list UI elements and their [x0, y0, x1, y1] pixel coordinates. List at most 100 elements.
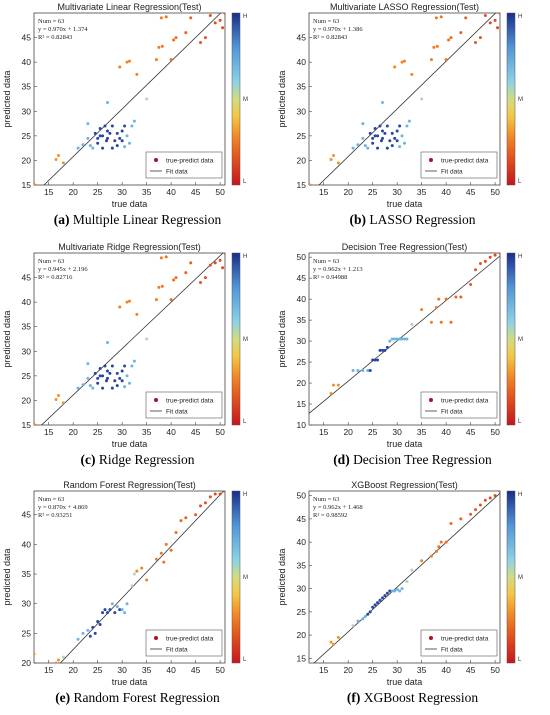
y-tick-label: 40 [22, 57, 32, 67]
data-point [407, 119, 411, 123]
data-point [93, 631, 97, 635]
data-point [174, 531, 178, 535]
data-point [86, 136, 90, 140]
data-point [54, 157, 58, 161]
y-tick-label: 20 [22, 395, 32, 405]
data-point [437, 297, 441, 301]
data-point [378, 124, 382, 128]
x-tick-label: 40 [441, 665, 451, 675]
data-point [135, 312, 139, 316]
chart-title: Multivariate Ridge Regression(Test) [58, 242, 201, 252]
data-point [189, 261, 193, 265]
x-tick-label: 50 [215, 187, 225, 197]
data-point [105, 376, 109, 380]
data-point [88, 144, 92, 148]
data-point [483, 259, 487, 263]
data-point [361, 122, 365, 126]
data-point [405, 337, 409, 341]
data-point [128, 141, 131, 145]
data-point [132, 359, 136, 363]
data-point [368, 610, 372, 614]
data-point [488, 496, 492, 500]
y-tick-label: 25 [297, 357, 307, 367]
y-tick-label: 40 [297, 537, 307, 547]
data-point [400, 60, 404, 64]
x-tick-label: 30 [392, 427, 402, 437]
data-point [380, 348, 384, 352]
y-tick-label: 15 [297, 653, 307, 663]
x-tick-label: 40 [166, 187, 176, 197]
data-point [105, 129, 109, 133]
data-point [172, 38, 176, 42]
data-point [101, 611, 105, 615]
x-tick-label: 50 [490, 187, 500, 197]
data-point [61, 401, 65, 405]
data-point [434, 306, 438, 310]
stat-annotation: R² = 0.82716 [38, 274, 73, 281]
data-point [361, 368, 365, 372]
chart-d: Decision Tree Regression(Test) 15 20 25 30 35… [277, 242, 523, 449]
fit-line [43, 13, 222, 185]
data-point [447, 38, 451, 42]
stat-annotation: R² = 0.82843 [313, 34, 347, 41]
data-point [393, 136, 397, 140]
caption-label-e: (e) [55, 690, 71, 705]
y-tick-label: 25 [297, 131, 307, 141]
data-point [164, 542, 168, 546]
x-tick-label: 40 [166, 665, 176, 675]
data-point [493, 494, 497, 498]
data-point [56, 154, 60, 158]
data-point [395, 139, 399, 143]
data-point [388, 139, 392, 143]
legend-item-fit: Fit data [166, 647, 188, 654]
data-point [118, 305, 122, 309]
data-point [420, 97, 424, 101]
data-point [128, 299, 131, 303]
panel-f: XGBoost Regression(Test) 15 20 25 30 35 40 45 50… [275, 478, 550, 715]
chart-f: XGBoost Regression(Test) 15 20 25 30 35 40 45 50… [277, 480, 523, 687]
panel-e: Random Forest Regression(Test) 15 20 25 30 35… [0, 478, 275, 715]
data-point [351, 624, 355, 628]
fit-line [309, 255, 500, 414]
data-point [130, 364, 134, 368]
data-point [91, 146, 95, 150]
colorbar-label: M [243, 337, 248, 343]
data-point [184, 516, 188, 520]
data-point [110, 602, 114, 606]
data-point [199, 40, 203, 44]
data-point [194, 513, 198, 517]
stat-annotation: y = 0.870x + 4.869 [38, 504, 88, 511]
x-tick-label: 20 [343, 665, 353, 675]
data-point [400, 134, 404, 138]
data-point [410, 568, 414, 572]
colorbar-label: L [243, 657, 247, 663]
stat-annotation: y = 0.970x + 1.374 [38, 26, 88, 33]
data-point [101, 374, 105, 378]
data-point [435, 44, 439, 48]
data-point [120, 129, 124, 133]
y-tick-label: 30 [297, 584, 307, 594]
x-tick-label: 45 [191, 187, 201, 197]
y-tick-label: 40 [297, 294, 307, 304]
data-point [91, 386, 95, 390]
colorbar-label: M [518, 575, 523, 581]
data-point [105, 611, 109, 615]
data-point [371, 141, 375, 145]
data-point [439, 540, 443, 544]
x-tick-label: 20 [343, 427, 353, 437]
y-tick-label: 35 [22, 82, 32, 92]
caption-label-d: (d) [333, 452, 350, 467]
data-point [128, 59, 131, 63]
x-axis-label: true data [112, 677, 148, 687]
data-point [444, 58, 448, 62]
stat-annotation: R² = 0.94988 [313, 274, 347, 281]
data-point [154, 58, 158, 62]
data-point [376, 358, 380, 362]
data-point [160, 44, 164, 48]
data-point [432, 45, 436, 49]
data-point [376, 146, 380, 150]
x-tick-label: 35 [417, 427, 427, 437]
data-point [208, 13, 212, 17]
x-tick-label: 45 [466, 665, 476, 675]
data-point [405, 580, 409, 584]
